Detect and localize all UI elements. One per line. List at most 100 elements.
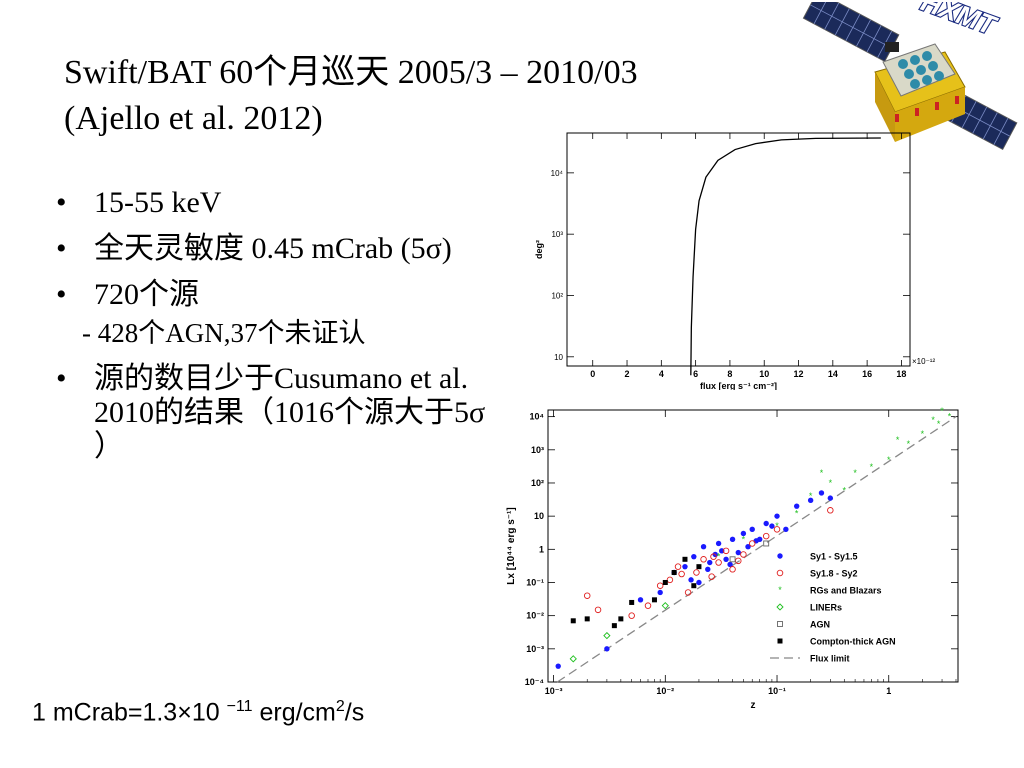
x-axis-label: flux [erg s⁻¹ cm⁻²] bbox=[700, 381, 777, 390]
slide-title: Swift/BAT 60个月巡天 2005/3 – 2010/03 (Ajell… bbox=[64, 50, 638, 142]
data-point bbox=[818, 490, 825, 496]
data-point bbox=[583, 592, 591, 599]
data-point bbox=[637, 597, 644, 603]
data-point bbox=[753, 538, 759, 544]
legend-label: Sy1 - Sy1.5 bbox=[810, 552, 858, 562]
data-point bbox=[611, 623, 617, 629]
coverage-curve bbox=[690, 137, 881, 376]
data-point bbox=[793, 503, 800, 509]
data-point bbox=[604, 646, 610, 652]
data-point bbox=[748, 540, 756, 547]
data-point: * bbox=[921, 429, 925, 439]
data-point bbox=[678, 570, 685, 578]
bullet-marker: • bbox=[56, 362, 67, 395]
data-point bbox=[729, 566, 736, 573]
data-point: * bbox=[742, 534, 746, 544]
luminosity-redshift-chart: 10⁻³ 10⁻² 10⁻¹ 110⁻⁴10⁻³10⁻²10⁻¹11010²10³10… bbox=[506, 406, 959, 710]
data-point bbox=[740, 551, 747, 558]
y-tick-label: 10⁻³ bbox=[526, 644, 544, 654]
x-tick-label: 10 bbox=[759, 369, 769, 379]
data-point bbox=[584, 616, 590, 622]
legend-marker: * bbox=[778, 585, 782, 595]
formula-base: 1 mCrab=1.3×10 bbox=[32, 698, 227, 727]
data-point bbox=[644, 602, 652, 609]
title-line-2: (Ajello et al. 2012) bbox=[64, 100, 323, 137]
data-point bbox=[708, 573, 715, 580]
data-point: * bbox=[820, 468, 824, 478]
legend-marker bbox=[777, 621, 783, 627]
data-point: * bbox=[887, 455, 891, 465]
data-point bbox=[594, 606, 602, 614]
y-tick-label: 10³ bbox=[531, 445, 544, 455]
hxmt-satellite-logo: HXMT bbox=[802, 2, 1018, 151]
title-line-1: Swift/BAT 60个月巡天 2005/3 – 2010/03 bbox=[64, 54, 638, 91]
bullet-list: • 15-55 keV • 全天灵敏度 0.45 mCrab (5σ) • 720个源… bbox=[52, 186, 492, 476]
data-point: * bbox=[829, 478, 833, 488]
data-point bbox=[727, 561, 733, 568]
data-point bbox=[807, 497, 814, 504]
data-point bbox=[674, 563, 682, 570]
data-point: * bbox=[940, 406, 944, 416]
bullet-text: 720个源 bbox=[94, 278, 199, 311]
formula-tail: /s bbox=[344, 698, 365, 727]
data-point bbox=[763, 540, 770, 547]
legend-label: RGs and Blazars bbox=[810, 586, 882, 596]
legend-marker bbox=[776, 569, 784, 577]
data-point bbox=[693, 569, 700, 576]
legend-label: LINERs bbox=[810, 603, 842, 613]
data-point bbox=[715, 559, 722, 566]
data-point bbox=[769, 523, 775, 529]
data-point bbox=[555, 663, 561, 669]
data-point: * bbox=[931, 415, 935, 425]
sky-coverage-chart: 0 2 4 6 8 10 12 14 16 18 10 10² 10³ 10⁴ flux [erg s⁻¹ … bbox=[534, 132, 935, 390]
bullet-item: • 720个源 bbox=[52, 278, 492, 312]
data-point bbox=[700, 543, 707, 550]
data-point: * bbox=[907, 439, 911, 449]
x-tick-label: 1 bbox=[886, 686, 891, 696]
plot-frame bbox=[566, 132, 911, 367]
data-point bbox=[774, 513, 780, 519]
logo-text: HXMT bbox=[917, 2, 1001, 42]
y-tick-label: 1 bbox=[539, 544, 544, 554]
data-point bbox=[722, 547, 730, 555]
data-point: * bbox=[870, 462, 874, 472]
data-point bbox=[719, 548, 725, 554]
x-tick-label: 16 bbox=[862, 369, 872, 379]
data-point bbox=[570, 618, 576, 624]
data-point: * bbox=[717, 552, 721, 562]
data-point bbox=[666, 576, 674, 584]
bullet-item: • 全天灵敏度 0.45 mCrab (5σ) bbox=[52, 232, 492, 266]
data-point bbox=[700, 556, 707, 563]
data-point bbox=[729, 536, 736, 543]
x-axis-multiplier: ×10⁻¹² bbox=[912, 357, 935, 366]
bullet-marker: • bbox=[56, 232, 67, 265]
data-point bbox=[710, 553, 717, 560]
flux-limit-line bbox=[556, 416, 957, 683]
sub-bullet-item: - 428个AGN,37个未证认 bbox=[52, 316, 492, 350]
data-point bbox=[603, 631, 611, 640]
plot-frame bbox=[547, 409, 959, 683]
x-tick-label: 10⁻¹ bbox=[768, 686, 786, 696]
data-point bbox=[740, 530, 747, 537]
bullet-item: • 源的数目少于Cusumano et al. 2010的结果（1016个源大于5… bbox=[52, 362, 492, 464]
legend-label: AGN bbox=[810, 620, 830, 630]
data-point bbox=[762, 532, 770, 540]
data-point bbox=[684, 589, 692, 596]
data-point bbox=[707, 559, 713, 566]
data-point bbox=[618, 616, 624, 622]
data-point bbox=[705, 566, 711, 572]
data-point bbox=[656, 582, 664, 589]
data-point: * bbox=[937, 419, 941, 429]
data-point: * bbox=[795, 509, 799, 519]
data-point bbox=[691, 583, 697, 589]
x-axis-label: z bbox=[751, 700, 756, 710]
legend-marker bbox=[776, 603, 784, 611]
data-point bbox=[569, 655, 577, 663]
data-point bbox=[688, 577, 694, 583]
data-point bbox=[657, 589, 663, 596]
data-point bbox=[691, 553, 697, 560]
data-point bbox=[763, 520, 769, 527]
data-point bbox=[628, 612, 635, 619]
bullet-item: • 15-55 keV bbox=[52, 186, 492, 220]
data-point: * bbox=[775, 521, 779, 531]
